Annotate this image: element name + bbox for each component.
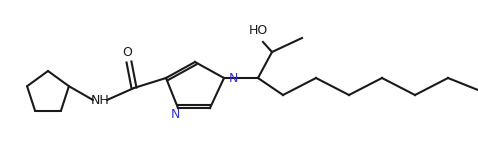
Text: NH: NH (91, 93, 109, 107)
Text: HO: HO (249, 24, 268, 37)
Text: N: N (229, 72, 239, 84)
Text: N: N (170, 108, 180, 121)
Text: O: O (122, 46, 132, 59)
